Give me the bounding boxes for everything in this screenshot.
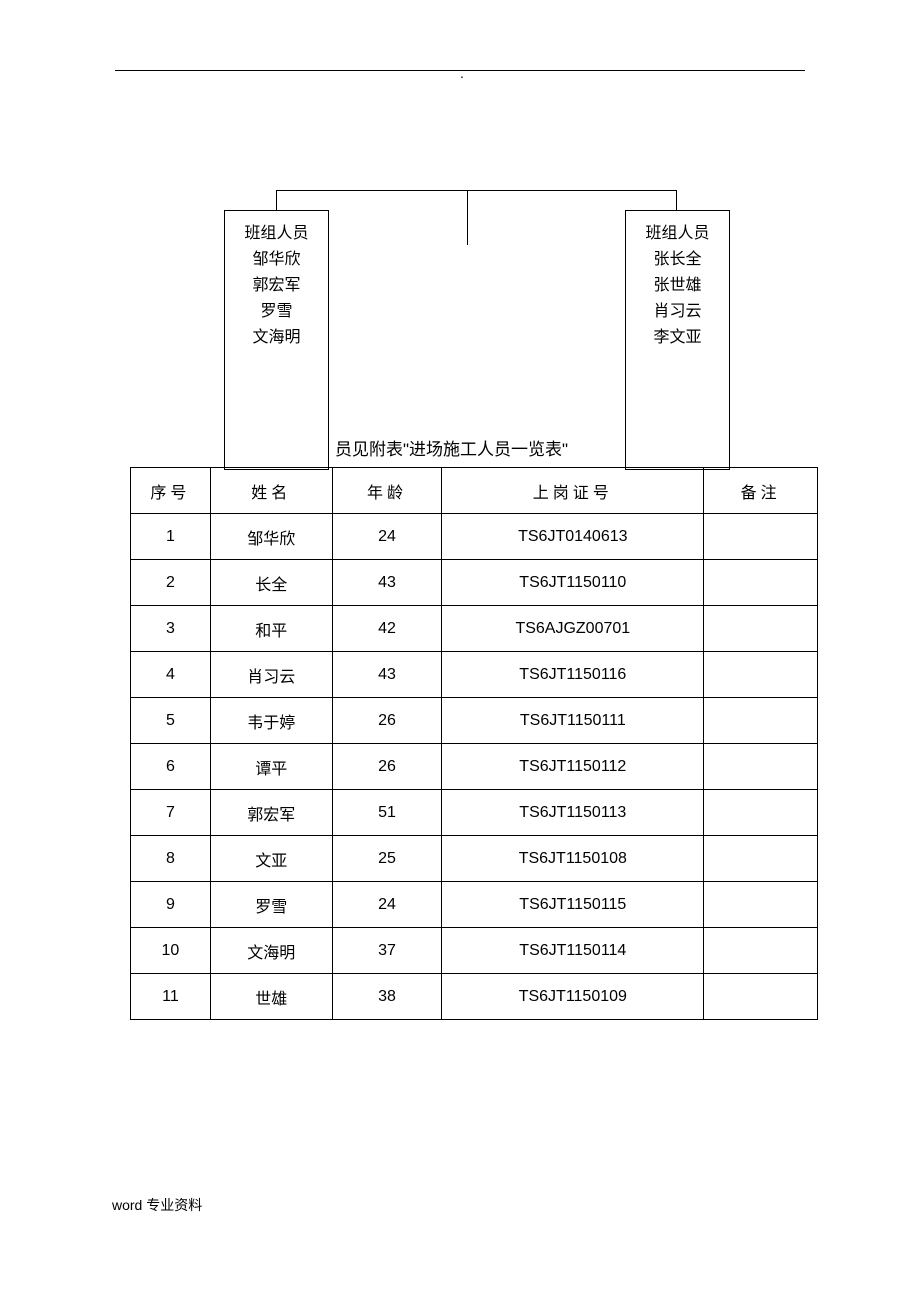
header-name: 姓名 (210, 468, 332, 514)
cell-age: 26 (332, 698, 442, 744)
cell-age: 43 (332, 652, 442, 698)
table-row: 8 文亚 25 TS6JT1150108 (131, 836, 818, 882)
org-box-left: 班组人员 邹华欣 郭宏军 罗雪 文海明 (224, 210, 329, 470)
cell-name: 文海明 (210, 928, 332, 974)
cell-note (704, 882, 818, 928)
cell-seq: 4 (131, 652, 211, 698)
org-box-left-title: 班组人员 (225, 221, 328, 247)
cell-age: 43 (332, 560, 442, 606)
cell-cert: TS6JT1150111 (442, 698, 704, 744)
org-box-right-title: 班组人员 (626, 221, 729, 247)
cell-seq: 6 (131, 744, 211, 790)
table-row: 6 谭平 26 TS6JT1150112 (131, 744, 818, 790)
cell-note (704, 560, 818, 606)
org-box-left-member: 罗雪 (225, 299, 328, 325)
table-row: 7 郭宏军 51 TS6JT1150113 (131, 790, 818, 836)
table-row: 10 文海明 37 TS6JT1150114 (131, 928, 818, 974)
cell-name: 韦于婷 (210, 698, 332, 744)
table-row: 1 邹华欣 24 TS6JT0140613 (131, 514, 818, 560)
cell-seq: 8 (131, 836, 211, 882)
cell-seq: 2 (131, 560, 211, 606)
table-row: 9 罗雪 24 TS6JT1150115 (131, 882, 818, 928)
cell-note (704, 514, 818, 560)
cell-name: 邹华欣 (210, 514, 332, 560)
connector-vertical-mid (467, 190, 468, 245)
cell-cert: TS6JT1150109 (442, 974, 704, 1020)
cell-name: 罗雪 (210, 882, 332, 928)
connector-vertical-right (676, 190, 677, 210)
org-box-right-member: 李文亚 (626, 325, 729, 351)
org-box-right: 班组人员 张长全 张世雄 肖习云 李文亚 (625, 210, 730, 470)
cell-name: 肖习云 (210, 652, 332, 698)
cell-note (704, 928, 818, 974)
cell-age: 26 (332, 744, 442, 790)
header-cert: 上岗证号 (442, 468, 704, 514)
cell-age: 37 (332, 928, 442, 974)
cell-seq: 9 (131, 882, 211, 928)
cell-note (704, 652, 818, 698)
table-row: 4 肖习云 43 TS6JT1150116 (131, 652, 818, 698)
table-row: 5 韦于婷 26 TS6JT1150111 (131, 698, 818, 744)
cell-age: 24 (332, 514, 442, 560)
table-header-row: 序号 姓名 年龄 上岗证号 备注 (131, 468, 818, 514)
cell-age: 38 (332, 974, 442, 1020)
cell-note (704, 606, 818, 652)
cell-note (704, 744, 818, 790)
table-row: 11 世雄 38 TS6JT1150109 (131, 974, 818, 1020)
cell-cert: TS6JT1150114 (442, 928, 704, 974)
cell-name: 和平 (210, 606, 332, 652)
cell-seq: 11 (131, 974, 211, 1020)
org-box-left-member: 郭宏军 (225, 273, 328, 299)
cell-note (704, 790, 818, 836)
cell-name: 谭平 (210, 744, 332, 790)
org-box-right-member: 张长全 (626, 247, 729, 273)
cell-age: 51 (332, 790, 442, 836)
org-box-right-member: 张世雄 (626, 273, 729, 299)
cell-name: 郭宏军 (210, 790, 332, 836)
cell-name: 长全 (210, 560, 332, 606)
cell-cert: TS6JT0140613 (442, 514, 704, 560)
cell-age: 24 (332, 882, 442, 928)
connector-horizontal (276, 190, 676, 191)
cell-name: 世雄 (210, 974, 332, 1020)
cell-seq: 1 (131, 514, 211, 560)
cell-seq: 7 (131, 790, 211, 836)
cell-note (704, 698, 818, 744)
org-box-left-member: 文海明 (225, 325, 328, 351)
cell-cert: TS6JT1150110 (442, 560, 704, 606)
cell-age: 25 (332, 836, 442, 882)
cell-cert: TS6JT1150112 (442, 744, 704, 790)
connector-vertical-left (276, 190, 277, 210)
org-box-right-member: 肖习云 (626, 299, 729, 325)
cell-seq: 3 (131, 606, 211, 652)
table-row: 2 长全 43 TS6JT1150110 (131, 560, 818, 606)
table-caption: 员见附表"进场施工人员一览表" (335, 435, 568, 460)
header-dot: . (460, 65, 464, 81)
personnel-table: 序号 姓名 年龄 上岗证号 备注 1 邹华欣 24 TS6JT0140613 2… (130, 467, 818, 1020)
cell-note (704, 974, 818, 1020)
header-seq: 序号 (131, 468, 211, 514)
cell-age: 42 (332, 606, 442, 652)
cell-cert: TS6AJGZ00701 (442, 606, 704, 652)
cell-name: 文亚 (210, 836, 332, 882)
header-note: 备注 (704, 468, 818, 514)
header-age: 年龄 (332, 468, 442, 514)
personnel-table-container: 序号 姓名 年龄 上岗证号 备注 1 邹华欣 24 TS6JT0140613 2… (130, 467, 818, 1020)
cell-note (704, 836, 818, 882)
cell-cert: TS6JT1150108 (442, 836, 704, 882)
cell-cert: TS6JT1150115 (442, 882, 704, 928)
cell-seq: 10 (131, 928, 211, 974)
cell-cert: TS6JT1150113 (442, 790, 704, 836)
table-row: 3 和平 42 TS6AJGZ00701 (131, 606, 818, 652)
cell-cert: TS6JT1150116 (442, 652, 704, 698)
org-box-left-member: 邹华欣 (225, 247, 328, 273)
table-body: 1 邹华欣 24 TS6JT0140613 2 长全 43 TS6JT11501… (131, 514, 818, 1020)
cell-seq: 5 (131, 698, 211, 744)
page-footer: word 专业资料 (112, 1195, 202, 1215)
